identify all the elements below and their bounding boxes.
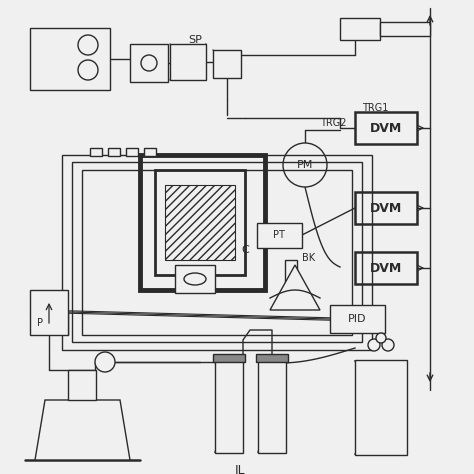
- Text: PT: PT: [273, 230, 285, 240]
- Bar: [72, 162, 362, 342]
- Circle shape: [368, 339, 380, 351]
- Text: BK: BK: [302, 253, 315, 263]
- Bar: [213, 354, 245, 362]
- Bar: [355, 360, 407, 455]
- Circle shape: [376, 333, 386, 343]
- Text: PID: PID: [348, 314, 366, 324]
- Text: SP: SP: [188, 35, 202, 45]
- Bar: [355, 192, 417, 224]
- Bar: [90, 148, 102, 156]
- Bar: [30, 290, 68, 335]
- Bar: [215, 358, 243, 453]
- Circle shape: [95, 352, 115, 372]
- Text: DVM: DVM: [370, 121, 402, 135]
- Bar: [340, 18, 380, 40]
- Bar: [170, 44, 206, 80]
- Bar: [30, 28, 110, 90]
- Bar: [175, 265, 215, 293]
- Bar: [330, 305, 385, 333]
- Bar: [144, 148, 156, 156]
- Bar: [68, 370, 96, 400]
- Bar: [380, 22, 430, 36]
- Circle shape: [78, 35, 98, 55]
- Polygon shape: [270, 265, 320, 310]
- Bar: [213, 50, 241, 78]
- Bar: [256, 354, 288, 362]
- Bar: [108, 148, 120, 156]
- Polygon shape: [35, 400, 130, 460]
- Bar: [140, 155, 265, 290]
- Circle shape: [141, 55, 157, 71]
- Text: TRG2: TRG2: [320, 118, 346, 128]
- Ellipse shape: [184, 273, 206, 285]
- Text: C: C: [241, 245, 249, 255]
- Text: P: P: [37, 318, 43, 328]
- Bar: [82, 170, 352, 335]
- Bar: [155, 170, 245, 275]
- Bar: [285, 260, 297, 282]
- Bar: [355, 252, 417, 284]
- Circle shape: [190, 274, 200, 284]
- Text: TRG1: TRG1: [362, 103, 388, 113]
- Bar: [258, 358, 286, 453]
- Text: DVM: DVM: [370, 201, 402, 215]
- Bar: [126, 148, 138, 156]
- Circle shape: [78, 60, 98, 80]
- Bar: [62, 155, 372, 350]
- Text: IL: IL: [235, 464, 246, 474]
- Bar: [130, 44, 168, 82]
- Bar: [257, 223, 302, 248]
- Bar: [355, 112, 417, 144]
- Text: PM: PM: [297, 160, 313, 170]
- Text: DVM: DVM: [370, 262, 402, 274]
- Circle shape: [382, 339, 394, 351]
- Bar: [165, 185, 235, 260]
- Circle shape: [283, 143, 327, 187]
